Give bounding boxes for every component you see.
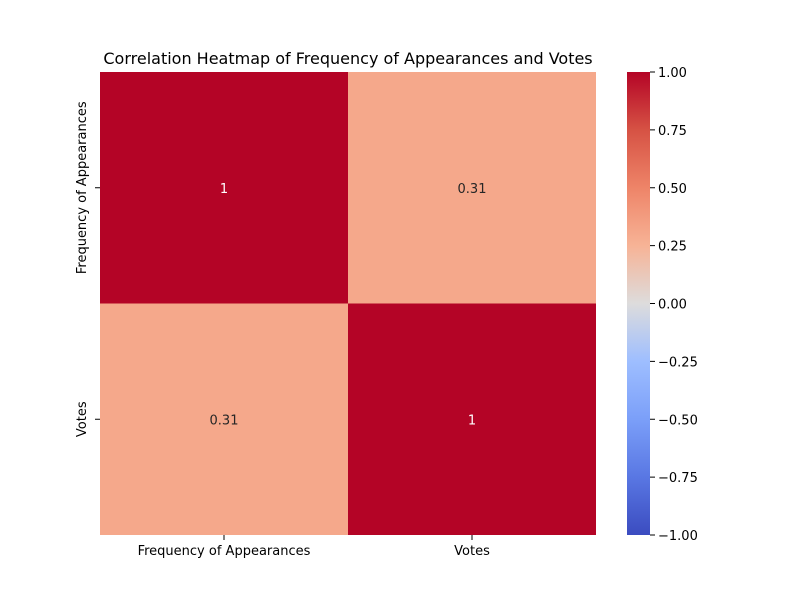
- heatmap-cell-r0-c1: [348, 72, 596, 304]
- colorbar-tick-label-0: 1.00: [658, 66, 687, 81]
- cell-annotation-r0-c0: 1: [220, 182, 228, 197]
- chart-title: Correlation Heatmap of Frequency of Appe…: [103, 49, 592, 68]
- heatmap-cell-r1-c0: [100, 303, 348, 535]
- colorbar-tick-label-4: 0.00: [658, 298, 687, 313]
- cell-annotation-r0-c1: 0.31: [458, 182, 487, 197]
- colorbar-tick-label-1: 0.75: [658, 124, 687, 139]
- colorbar-tick-label-5: −0.25: [658, 355, 698, 370]
- colorbar-ticks: 1.00 0.75 0.50 0.25 0.00 −0.25 −0.50 −0.75 −1.00: [650, 66, 698, 544]
- x-axis: Frequency of Appearances Votes: [138, 535, 490, 559]
- colorbar-tick-label-6: −0.50: [658, 413, 698, 428]
- colorbar-gradient: [627, 72, 650, 535]
- cell-annotations: 1 0.31 0.31 1: [210, 182, 487, 429]
- y-tick-label-0: Frequency of Appearances: [75, 101, 90, 274]
- cell-annotation-r1-c0: 0.31: [210, 413, 239, 428]
- heatmap-cell-r0-c0: [100, 72, 348, 304]
- colorbar-tick-label-3: 0.25: [658, 240, 687, 255]
- colorbar-tick-label-2: 0.50: [658, 182, 687, 197]
- x-tick-label-0: Frequency of Appearances: [138, 544, 311, 559]
- heatmap-cells: [100, 72, 596, 535]
- y-tick-label-1: Votes: [75, 401, 90, 437]
- colorbar: 1.00 0.75 0.50 0.25 0.00 −0.25 −0.50 −0.75 −1.00: [627, 66, 698, 544]
- colorbar-tick-label-7: −0.75: [658, 471, 698, 486]
- heatmap-cell-r1-c1: [348, 303, 596, 535]
- cell-annotation-r1-c1: 1: [468, 413, 476, 428]
- colorbar-tick-label-8: −1.00: [658, 529, 698, 544]
- y-axis: Frequency of Appearances Votes: [75, 101, 100, 437]
- x-tick-label-1: Votes: [454, 544, 490, 559]
